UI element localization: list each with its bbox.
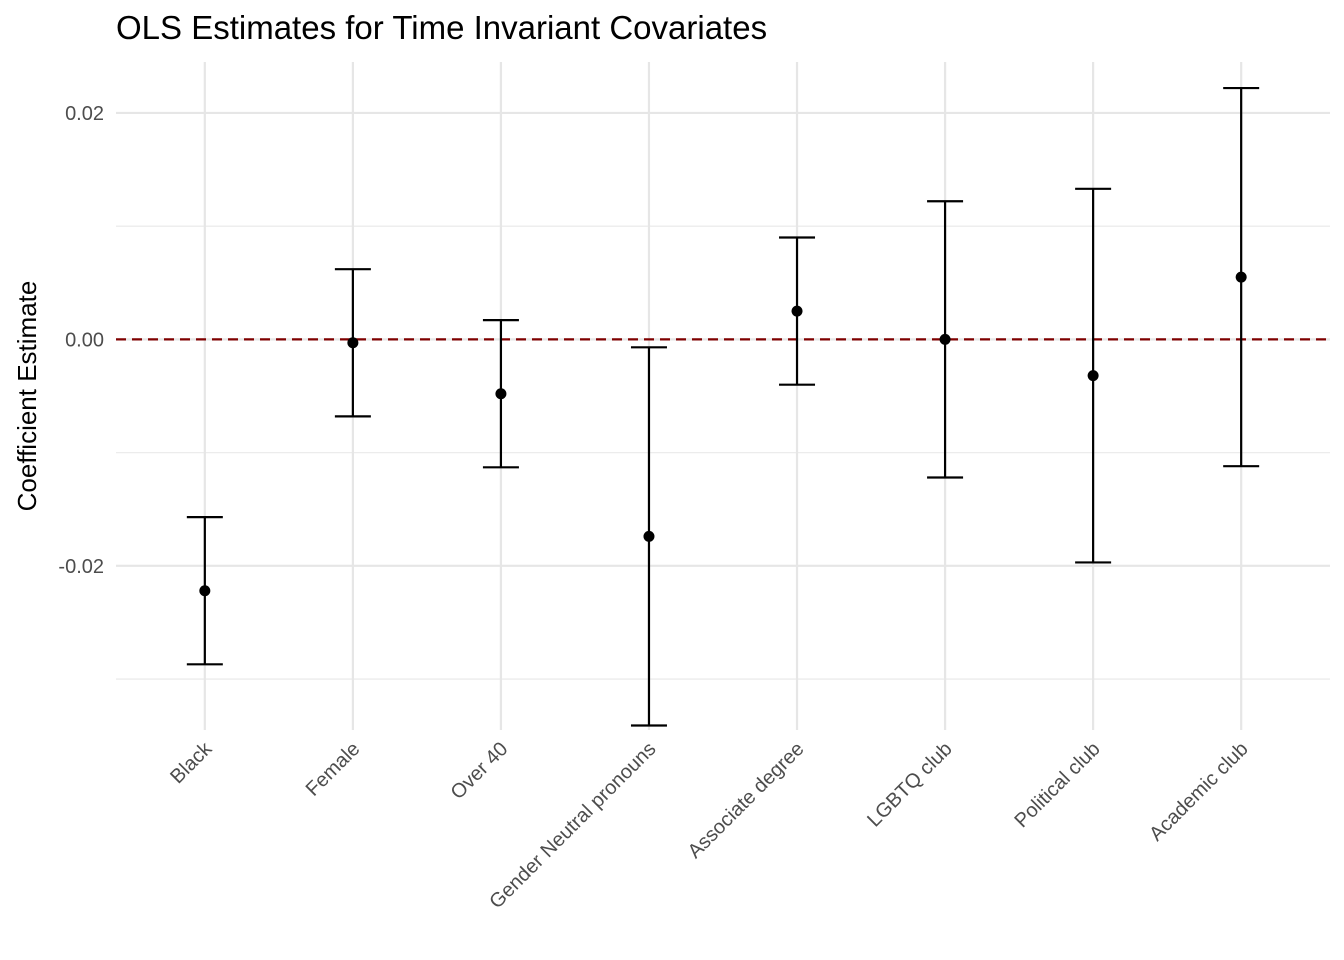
estimate-point xyxy=(1235,271,1247,283)
x-tick-label: Political club xyxy=(1010,738,1104,832)
y-axis-label: Coefficient Estimate xyxy=(12,281,42,512)
x-tick-label: Black xyxy=(166,737,217,788)
estimate-point xyxy=(347,337,359,349)
y-tick-label: -0.02 xyxy=(58,556,104,578)
errorbar-group xyxy=(927,200,964,479)
estimate-point xyxy=(939,333,951,345)
estimate-point xyxy=(199,585,211,597)
y-tick-labels: -0.02 0.00 0.02 xyxy=(58,103,104,578)
grid xyxy=(116,62,1330,730)
x-tick-label: Gender Neutral pronouns xyxy=(485,738,660,913)
errorbar-group xyxy=(334,268,371,418)
estimate-point xyxy=(791,305,803,317)
y-tick-label: 0.00 xyxy=(65,329,104,351)
x-tick-label: Academic club xyxy=(1145,738,1253,846)
estimate-point xyxy=(495,388,507,400)
estimate-point xyxy=(643,530,655,542)
x-tick-label: Female xyxy=(302,738,365,801)
errorbar-group xyxy=(779,236,816,386)
estimate-point xyxy=(1087,370,1099,382)
y-tick-label: 0.02 xyxy=(65,103,104,125)
errorbar-layer xyxy=(186,86,1260,727)
errorbar-group xyxy=(1223,86,1260,468)
chart-title: OLS Estimates for Time Invariant Covaria… xyxy=(116,9,767,46)
x-tick-label: Over 40 xyxy=(447,738,513,804)
errorbar-group xyxy=(630,346,667,727)
x-tick-label: LGBTQ club xyxy=(863,738,956,831)
errorbar-group xyxy=(186,516,223,666)
x-tick-label: Associate degree xyxy=(684,738,809,863)
errorbar-group xyxy=(482,319,519,469)
errorbar-group xyxy=(1075,187,1112,564)
